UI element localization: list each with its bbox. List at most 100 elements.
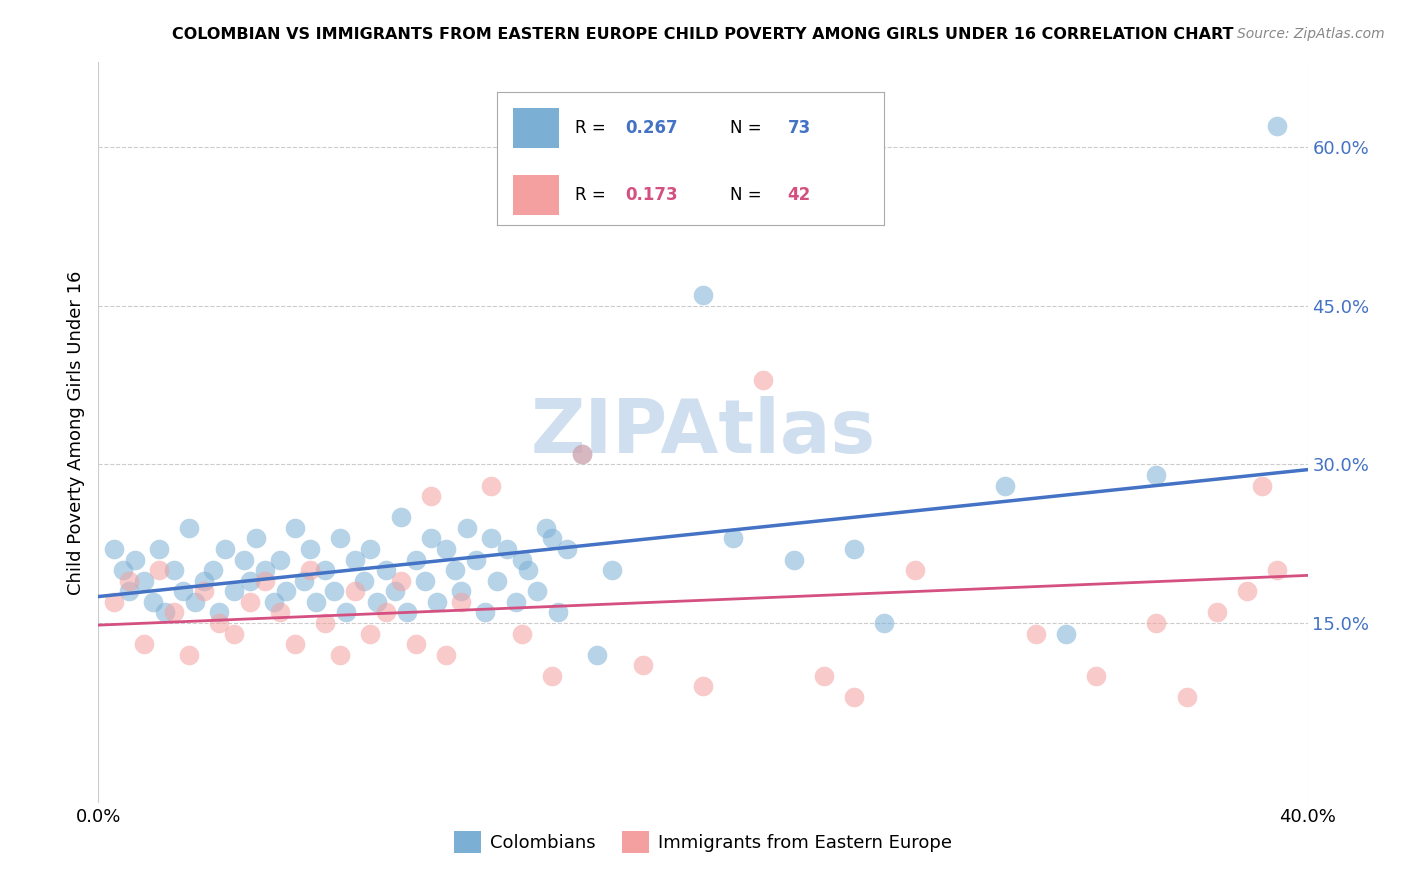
Point: [994, 478, 1017, 492]
Point: [284, 521, 307, 535]
Point: [1267, 563, 1289, 577]
Point: [1267, 119, 1289, 133]
Point: [142, 595, 165, 609]
Point: [374, 563, 396, 577]
Point: [389, 510, 412, 524]
Point: [813, 669, 835, 683]
Point: [253, 563, 276, 577]
Point: [284, 637, 307, 651]
Point: [111, 563, 134, 577]
Point: [413, 574, 436, 588]
Point: [172, 584, 194, 599]
Point: [692, 680, 714, 694]
Point: [1206, 606, 1229, 620]
Point: [274, 584, 297, 599]
Point: [783, 552, 806, 566]
Point: [450, 595, 472, 609]
Point: [516, 563, 538, 577]
Point: [540, 532, 562, 546]
Point: [360, 541, 382, 556]
Point: [1054, 626, 1077, 640]
Point: [405, 552, 427, 566]
Point: [1085, 669, 1108, 683]
Point: [193, 584, 215, 599]
Point: [571, 447, 593, 461]
Point: [510, 552, 533, 566]
Point: [547, 606, 569, 620]
Point: [426, 595, 449, 609]
Point: [124, 552, 146, 566]
Point: [214, 541, 236, 556]
Point: [384, 584, 406, 599]
Point: [444, 563, 467, 577]
Point: [844, 690, 866, 704]
Point: [555, 541, 578, 556]
Point: [179, 521, 201, 535]
Point: [505, 595, 527, 609]
Point: [360, 626, 382, 640]
Point: [571, 447, 593, 461]
Y-axis label: Child Poverty Among Girls Under 16: Child Poverty Among Girls Under 16: [66, 270, 84, 595]
Point: [526, 584, 548, 599]
Point: [904, 563, 927, 577]
Point: [148, 563, 170, 577]
Point: [586, 648, 609, 662]
Point: [434, 541, 457, 556]
Point: [465, 552, 488, 566]
Point: [263, 595, 285, 609]
Point: [752, 373, 775, 387]
Point: [118, 574, 141, 588]
Point: [232, 552, 254, 566]
Point: [193, 574, 215, 588]
Point: [239, 595, 262, 609]
Text: COLOMBIAN VS IMMIGRANTS FROM EASTERN EUROPE CHILD POVERTY AMONG GIRLS UNDER 16 C: COLOMBIAN VS IMMIGRANTS FROM EASTERN EUR…: [173, 27, 1233, 42]
Point: [631, 658, 654, 673]
Point: [374, 606, 396, 620]
Point: [420, 489, 443, 503]
Point: [163, 606, 186, 620]
Point: [118, 584, 141, 599]
Point: [540, 669, 562, 683]
Point: [208, 606, 231, 620]
Point: [1236, 584, 1258, 599]
Point: [456, 521, 478, 535]
Point: [692, 288, 714, 302]
Point: [1251, 478, 1274, 492]
Point: [344, 552, 367, 566]
Point: [335, 606, 357, 620]
Point: [132, 574, 155, 588]
Point: [305, 595, 328, 609]
Point: [844, 541, 866, 556]
Point: [481, 532, 503, 546]
Point: [239, 574, 262, 588]
Point: [420, 532, 443, 546]
Point: [299, 541, 322, 556]
Point: [153, 606, 176, 620]
Point: [481, 478, 503, 492]
Point: [103, 595, 125, 609]
Text: Source: ZipAtlas.com: Source: ZipAtlas.com: [1237, 27, 1385, 41]
Point: [495, 541, 517, 556]
Point: [510, 626, 533, 640]
Point: [103, 541, 125, 556]
Point: [148, 541, 170, 556]
Point: [208, 615, 231, 630]
Point: [224, 626, 246, 640]
Point: [873, 615, 896, 630]
Point: [269, 552, 291, 566]
Point: [299, 563, 322, 577]
Point: [163, 563, 186, 577]
Point: [1144, 467, 1167, 482]
Point: [179, 648, 201, 662]
Point: [314, 563, 336, 577]
Point: [723, 532, 745, 546]
Point: [224, 584, 246, 599]
Point: [366, 595, 388, 609]
Point: [202, 563, 225, 577]
Point: [353, 574, 375, 588]
Text: ZIPAtlas: ZIPAtlas: [530, 396, 876, 469]
Point: [184, 595, 207, 609]
Point: [1144, 615, 1167, 630]
Point: [323, 584, 346, 599]
Point: [329, 648, 352, 662]
